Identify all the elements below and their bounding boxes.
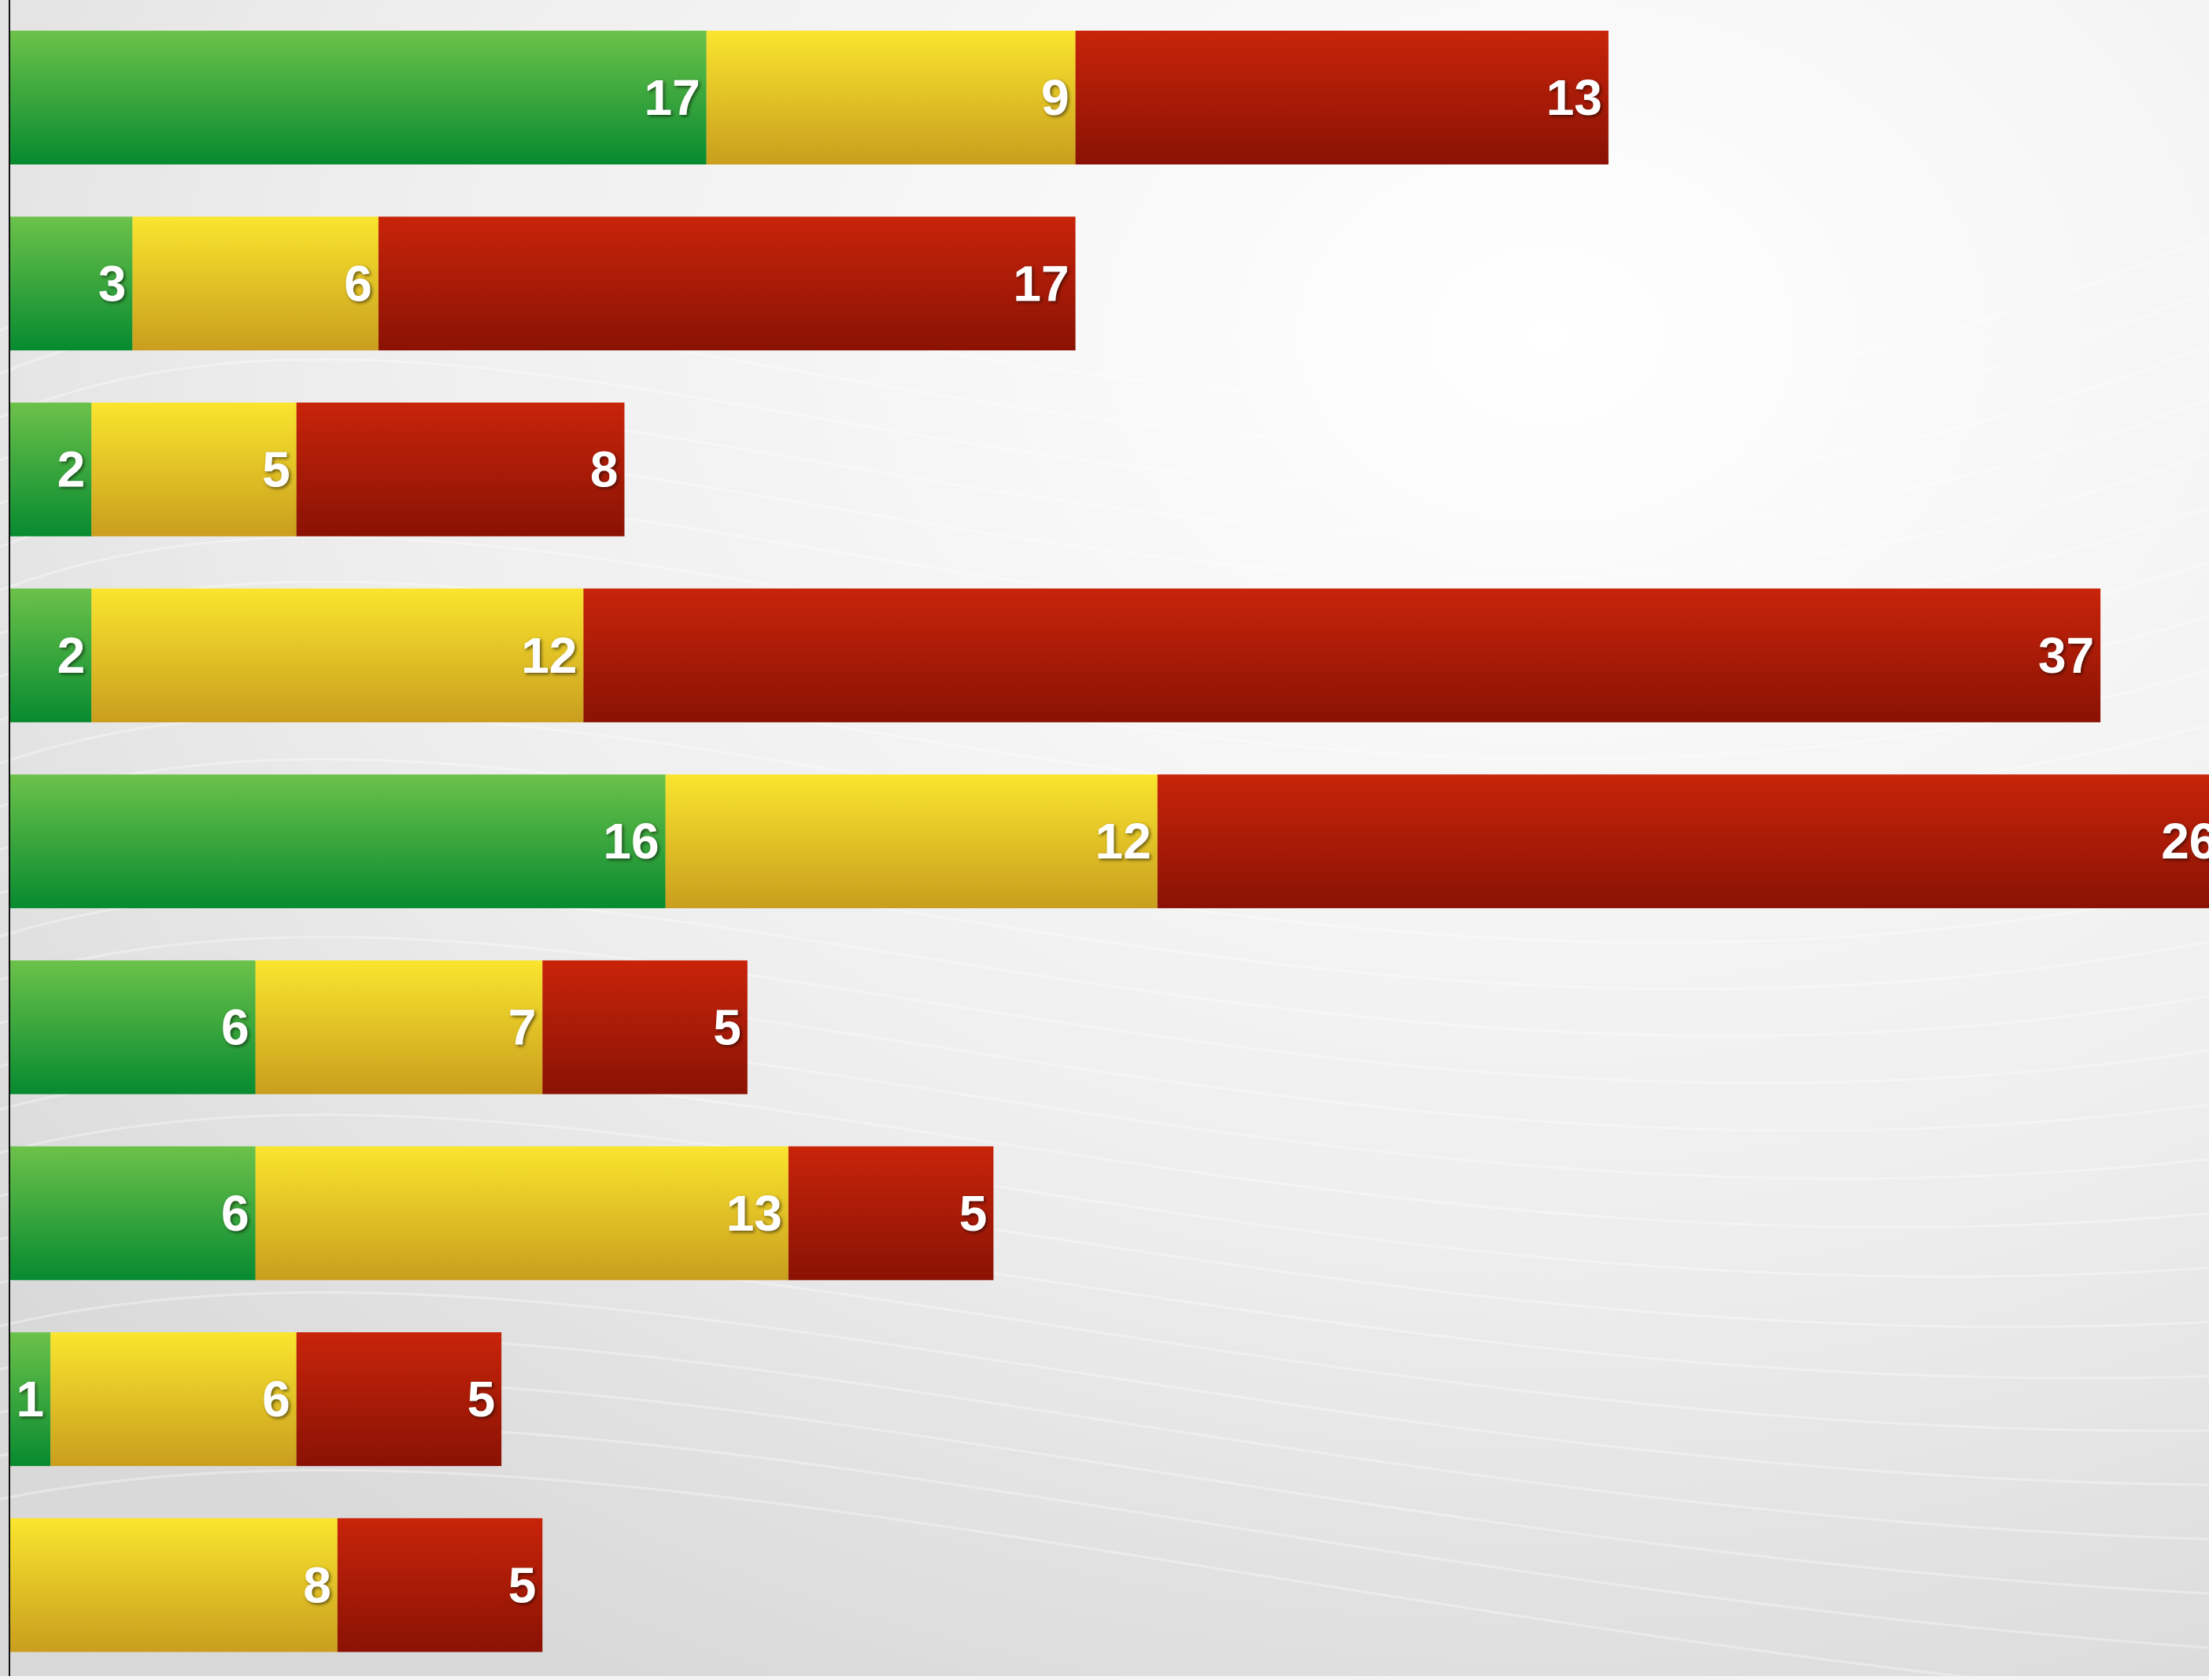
bar-row: 6 13 5 <box>9 1146 994 1280</box>
bar-row: 2 12 37 <box>9 588 2101 722</box>
bar-segment-series-1 <box>9 31 707 164</box>
bar-segment-series-1 <box>9 1146 256 1280</box>
bar-segment-series-2 <box>9 1518 338 1652</box>
data-label: 5 <box>959 1185 988 1242</box>
data-label: 8 <box>590 441 619 498</box>
bar-row: 1 6 5 <box>9 1332 502 1467</box>
bar-row: 3 6 17 <box>9 216 1076 351</box>
data-label: 5 <box>713 999 741 1056</box>
data-label: 17 <box>645 69 700 126</box>
bar-segment-series-3 <box>542 960 748 1095</box>
bar-row: 17 9 13 <box>9 31 1609 164</box>
data-label: 12 <box>1095 813 1151 870</box>
bar-segment-series-3 <box>378 216 1076 351</box>
data-label: 1 <box>17 1371 45 1427</box>
bar-segment-series-1 <box>9 774 666 909</box>
bar-segment-series-1 <box>9 588 92 722</box>
data-label: 12 <box>521 627 577 684</box>
bar-segment-series-2 <box>255 960 543 1095</box>
data-label: 13 <box>1546 69 1602 126</box>
bar-segment-series-2 <box>132 216 379 351</box>
bar-segment-series-2 <box>50 1332 297 1467</box>
data-label: 5 <box>262 441 290 498</box>
bar-segment-series-2 <box>91 402 297 537</box>
bar-segment-series-2 <box>706 31 1076 164</box>
bar-segment-series-3 <box>583 588 2101 722</box>
bar-segment-series-3 <box>1157 774 2209 909</box>
data-label: 2 <box>57 627 86 684</box>
bar-row: 16 12 26 <box>9 774 2209 909</box>
background-wave <box>0 1290 2209 1486</box>
data-label: 16 <box>603 813 659 870</box>
data-label: 5 <box>467 1371 496 1427</box>
bar-segment-series-3 <box>1075 31 1609 164</box>
data-label: 6 <box>262 1371 290 1427</box>
bar-segment-series-2 <box>665 774 1158 909</box>
bar-row: 6 7 5 <box>9 960 748 1095</box>
bar-segment-series-2 <box>255 1146 789 1280</box>
bar-segment-series-1 <box>9 216 133 351</box>
bar-segment-series-3 <box>337 1518 543 1652</box>
data-label: 26 <box>2161 813 2209 870</box>
bar-segment-series-1 <box>9 1332 51 1467</box>
bar-segment-series-3 <box>296 402 625 537</box>
data-label: 7 <box>508 999 537 1056</box>
background-wave <box>0 1468 2004 1680</box>
data-label: 17 <box>1013 255 1069 312</box>
bar-segment-series-1 <box>9 402 92 537</box>
data-label: 37 <box>2038 627 2094 684</box>
background-wave <box>0 343 2209 490</box>
bar-segment-series-3 <box>296 1332 502 1467</box>
data-label: 6 <box>344 255 372 312</box>
bar-row: 2 5 8 <box>9 402 625 537</box>
data-label: 6 <box>221 999 249 1056</box>
data-label: 9 <box>1041 69 1069 126</box>
bar-segment-series-1 <box>9 960 256 1095</box>
data-label: 13 <box>726 1185 782 1242</box>
bar-segment-series-2 <box>91 588 584 722</box>
data-label: 5 <box>508 1556 537 1613</box>
background-wave <box>0 936 2209 1084</box>
data-label: 8 <box>303 1556 331 1613</box>
bar-segment-series-3 <box>788 1146 994 1280</box>
data-label: 2 <box>57 441 86 498</box>
data-label: 6 <box>221 1185 249 1242</box>
data-label: 3 <box>98 255 127 312</box>
